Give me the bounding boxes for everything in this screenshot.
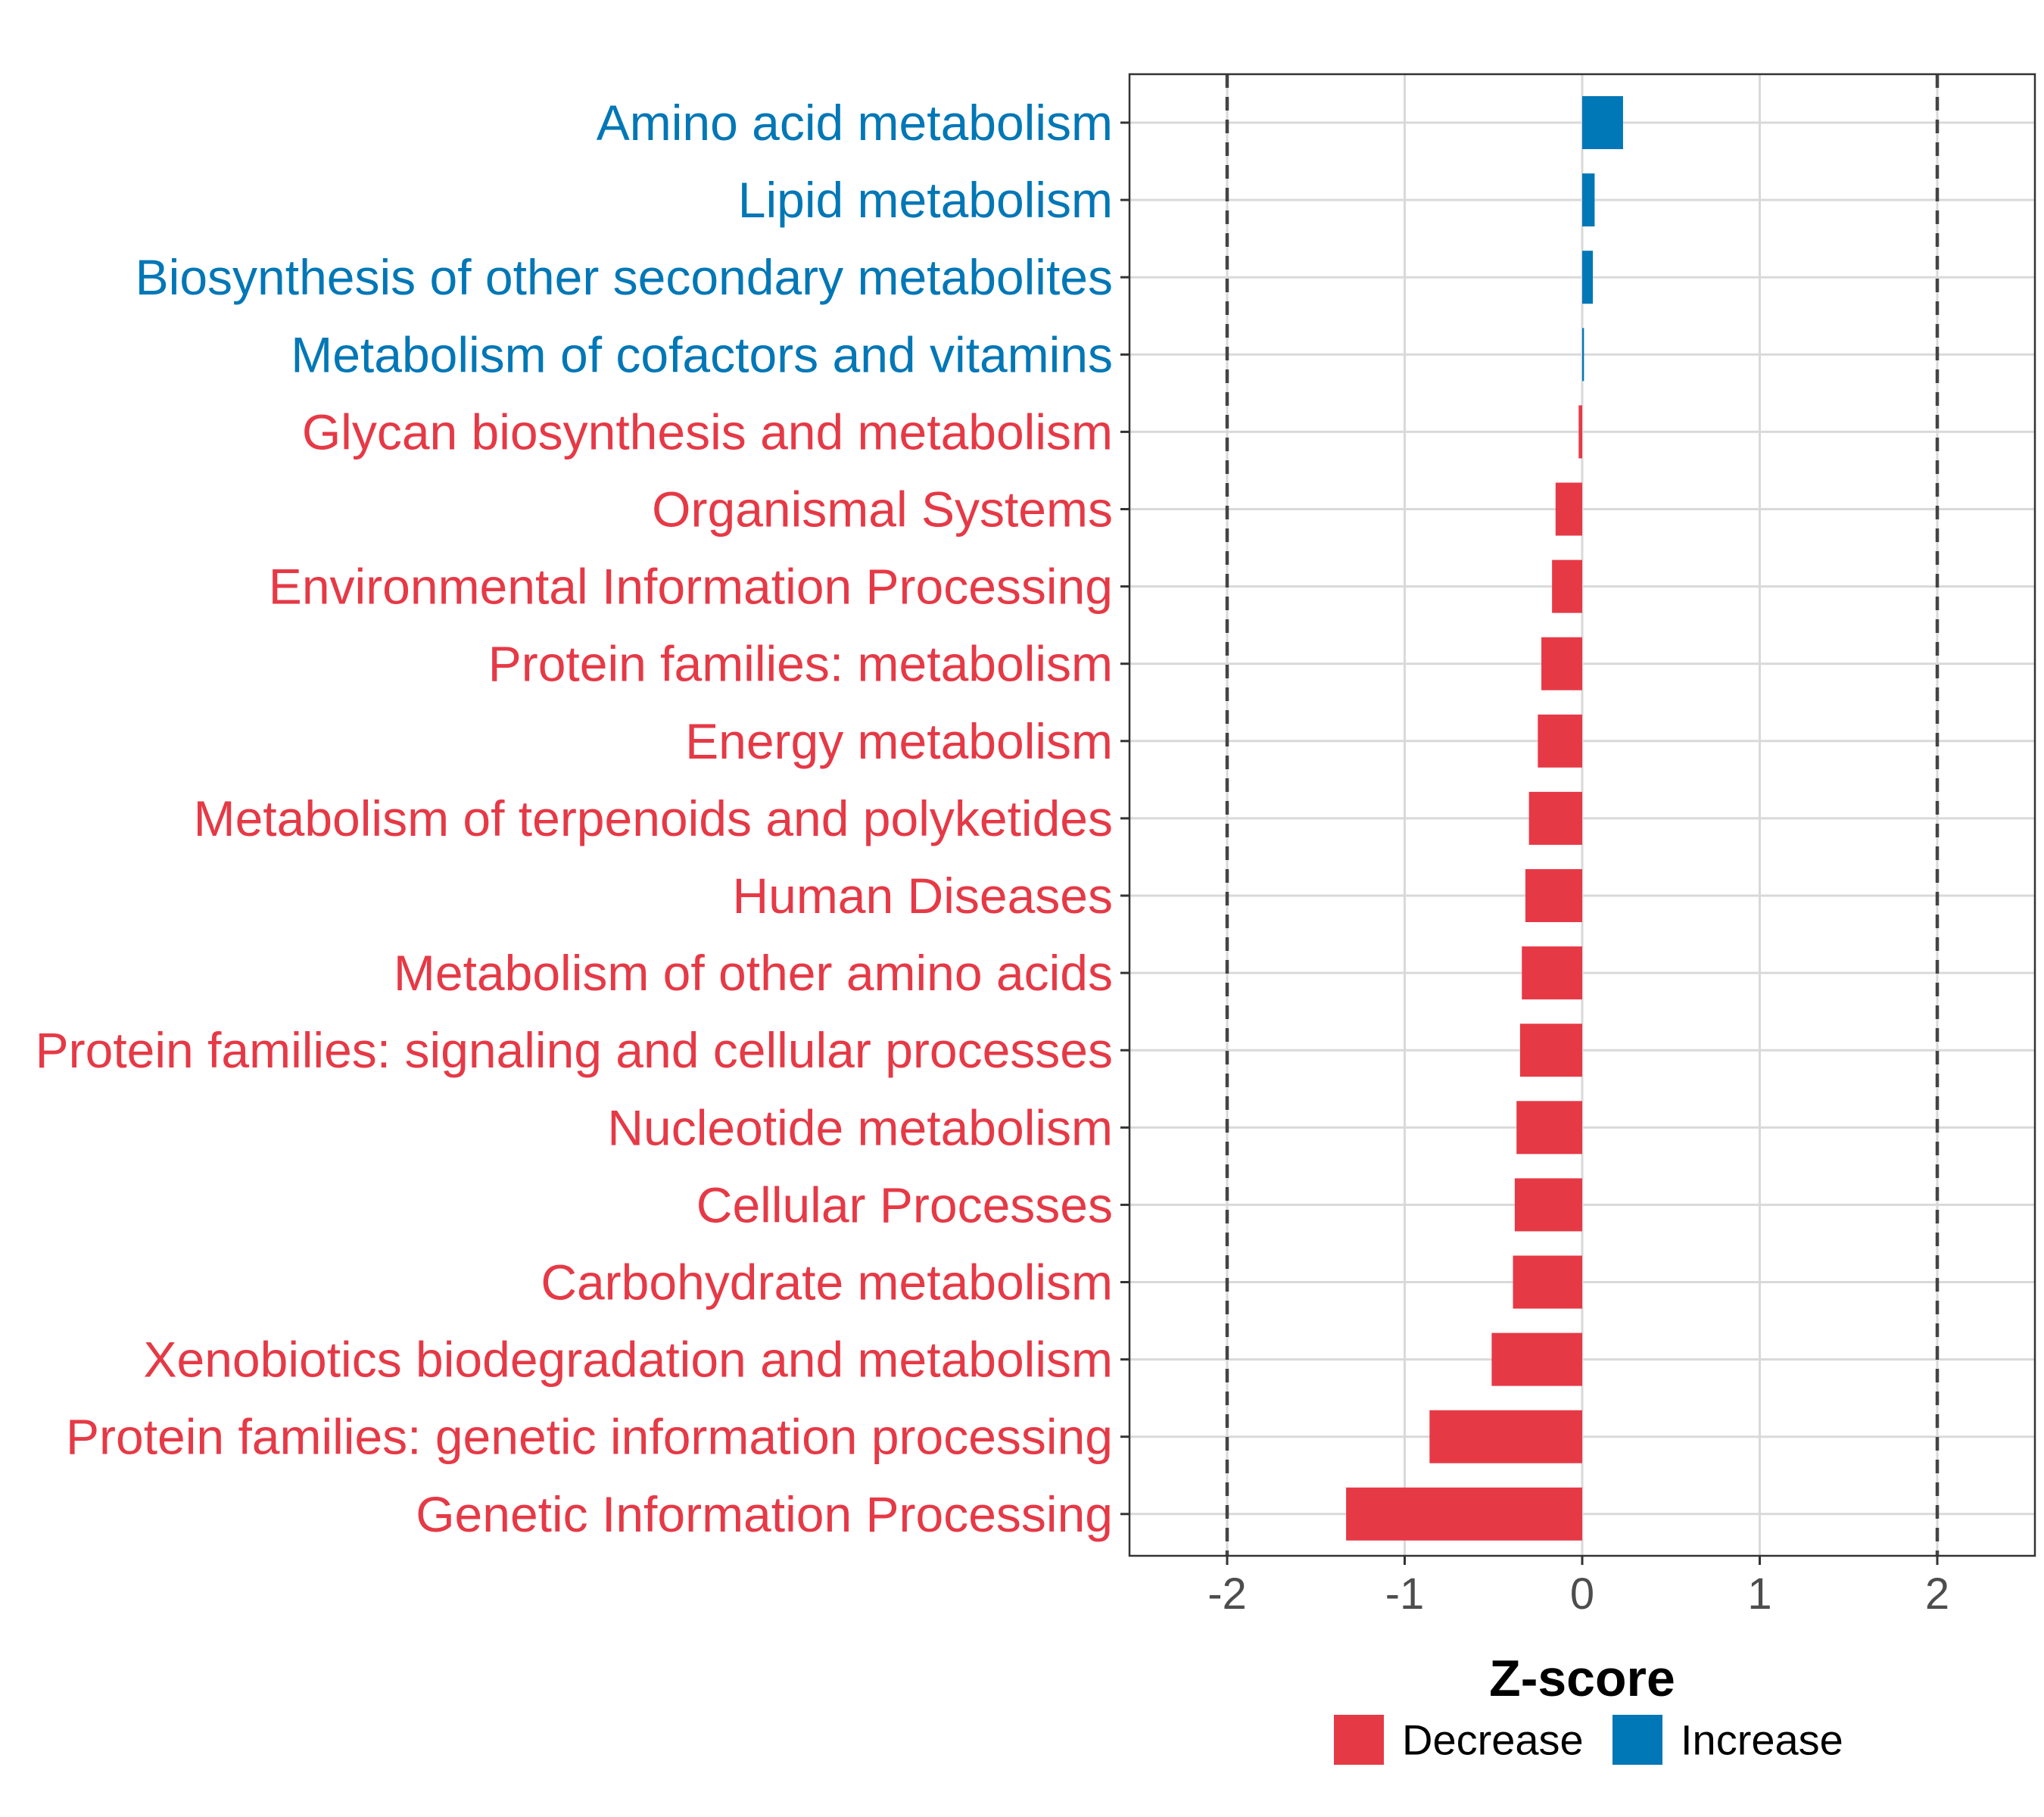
legend-key [1612, 1715, 1662, 1765]
category-label: Metabolism of cofactors and vitamins [291, 326, 1113, 382]
category-label: Organismal Systems [652, 482, 1113, 538]
category-label: Cellular Processes [696, 1177, 1113, 1233]
bar [1516, 1101, 1582, 1155]
category-label: Protein families: metabolism [488, 636, 1113, 692]
category-label: Genetic Information Processing [416, 1486, 1113, 1542]
legend-key [1334, 1715, 1384, 1765]
bar [1552, 559, 1582, 613]
bar [1528, 791, 1582, 845]
bar [1491, 1332, 1582, 1386]
bars [1346, 96, 1623, 1541]
category-label: Human Diseases [732, 868, 1113, 924]
legend-label: Decrease [1402, 1716, 1584, 1764]
x-tick-label: 0 [1570, 1569, 1594, 1619]
legend: Decrease Increase [1334, 1715, 1843, 1765]
x-tick-label: 1 [1747, 1569, 1771, 1619]
bar [1555, 482, 1582, 536]
category-label: Protein families: genetic information pr… [66, 1409, 1113, 1465]
category-label: Nucleotide metabolism [607, 1099, 1113, 1155]
bar [1346, 1487, 1582, 1541]
bar [1541, 637, 1582, 690]
category-label: Metabolism of terpenoids and polyketides [194, 790, 1113, 846]
x-tick-label: -1 [1385, 1569, 1425, 1619]
bar [1582, 328, 1584, 382]
reference-lines [1225, 74, 1940, 1556]
category-label: Amino acid metabolism [597, 95, 1113, 151]
category-label: Energy metabolism [685, 713, 1113, 769]
bar [1519, 1024, 1582, 1077]
x-tick-label: -2 [1207, 1569, 1247, 1619]
bar [1578, 405, 1582, 459]
category-label: Carbohydrate metabolism [541, 1254, 1113, 1311]
bar [1522, 946, 1582, 1000]
bar [1525, 869, 1582, 922]
bar [1582, 96, 1623, 149]
category-label: Protein families: signaling and cellular… [36, 1022, 1113, 1078]
legend-label: Increase [1681, 1716, 1843, 1764]
bar [1429, 1410, 1582, 1463]
category-label: Xenobiotics biodegradation and metabolis… [144, 1332, 1114, 1388]
category-label: Glycan biosynthesis and metabolism [302, 404, 1113, 460]
y-axis: Amino acid metabolism Lipid metabolism Bio… [36, 95, 1129, 1542]
category-label: Environmental Information Processing [269, 559, 1113, 615]
category-label: Lipid metabolism [738, 172, 1113, 228]
bar [1514, 1178, 1582, 1232]
bar [1538, 714, 1582, 768]
x-tick-label: 2 [1925, 1569, 1949, 1619]
category-label: Biosynthesis of other secondary metaboli… [136, 249, 1113, 305]
bar [1582, 173, 1595, 227]
x-axis-title: Z-score [1489, 1650, 1675, 1707]
x-axis: -2 -1 0 1 2 [1207, 1556, 1949, 1619]
category-label: Metabolism of other amino acids [394, 945, 1113, 1001]
bar [1513, 1255, 1582, 1309]
bar [1582, 251, 1594, 304]
